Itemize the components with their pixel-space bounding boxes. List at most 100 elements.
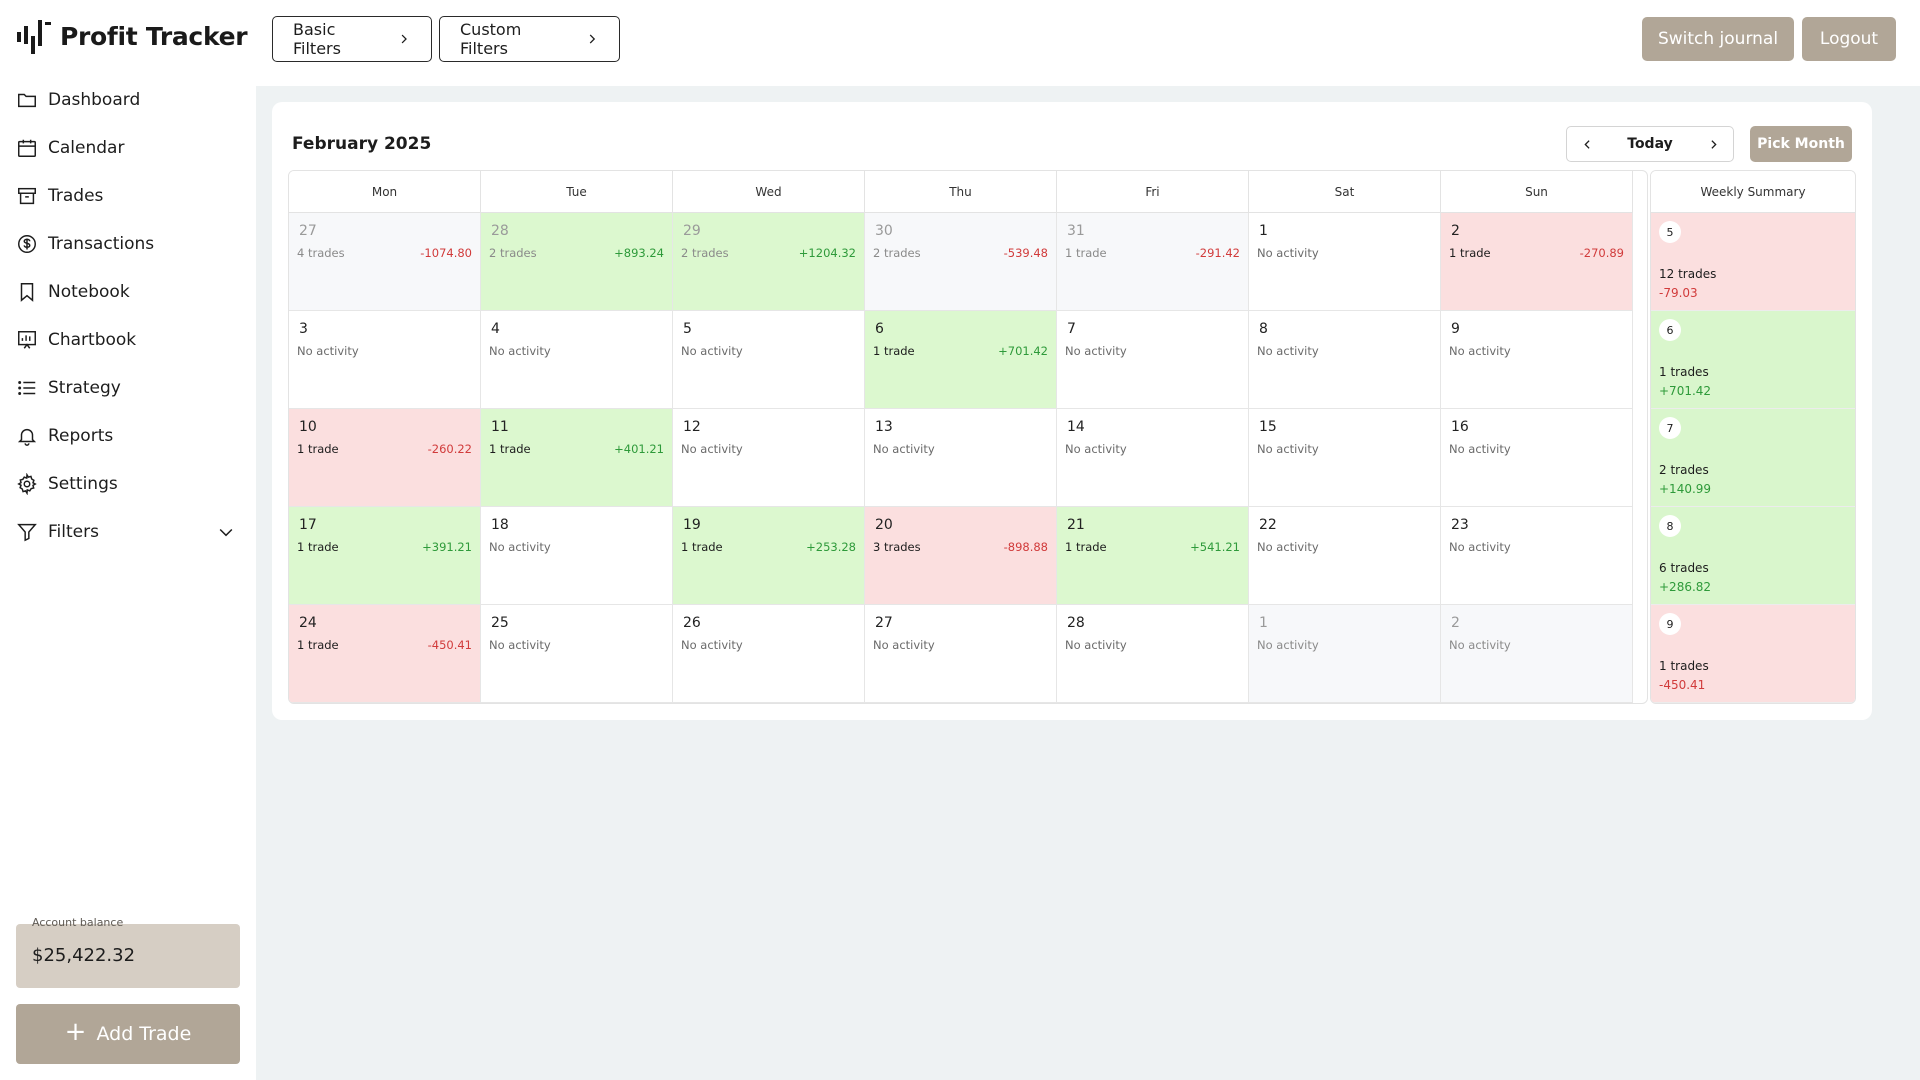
calendar-day-cell[interactable]: 2 1 trade -270.89 xyxy=(1441,213,1633,311)
day-number: 1 xyxy=(1259,615,1268,631)
calendar-day-cell[interactable]: 3 No activity xyxy=(289,311,481,409)
weekly-summary-row[interactable]: 9 1 trades -450.41 xyxy=(1651,605,1855,703)
day-number: 31 xyxy=(1067,223,1085,239)
calendar-day-cell[interactable]: 27 4 trades -1074.80 xyxy=(289,213,481,311)
day-pnl: +893.24 xyxy=(614,246,664,260)
calendar-day-cell[interactable]: 28 2 trades +893.24 xyxy=(481,213,673,311)
sidebar-item-label: Transactions xyxy=(48,234,155,254)
sidebar-item-label: Trades xyxy=(48,186,104,206)
calendar-day-cell[interactable]: 1 No activity xyxy=(1249,213,1441,311)
day-number: 16 xyxy=(1451,419,1469,435)
prev-month-button[interactable] xyxy=(1567,127,1607,161)
day-number: 28 xyxy=(1067,615,1085,631)
sidebar-item-settings[interactable]: Settings xyxy=(0,460,256,508)
calendar-day-cell[interactable]: 15 No activity xyxy=(1249,409,1441,507)
gear-icon xyxy=(17,473,37,495)
calendar-day-cell[interactable]: 29 2 trades +1204.32 xyxy=(673,213,865,311)
sidebar-item-label: Chartbook xyxy=(48,330,137,350)
day-number: 24 xyxy=(299,615,317,631)
day-trade-count: 1 trade xyxy=(297,442,339,456)
basic-filters-button[interactable]: Basic Filters xyxy=(272,16,432,62)
calendar-day-cell[interactable]: 4 No activity xyxy=(481,311,673,409)
today-button[interactable]: Today xyxy=(1627,136,1673,152)
sidebar-item-transactions[interactable]: Transactions xyxy=(0,220,256,268)
calendar-day-cell[interactable]: 8 No activity xyxy=(1249,311,1441,409)
calendar-day-cell[interactable]: 17 1 trade +391.21 xyxy=(289,507,481,605)
day-pnl: -450.41 xyxy=(427,638,472,652)
calendar-day-cell[interactable]: 21 1 trade +541.21 xyxy=(1057,507,1249,605)
app-logo[interactable]: Profit Tracker xyxy=(16,16,248,56)
chart-icon xyxy=(18,331,36,349)
day-number: 1 xyxy=(1259,223,1268,239)
sidebar-nav: Dashboard Calendar Trades Transactions N… xyxy=(0,76,256,556)
sidebar-item-notebook[interactable]: Notebook xyxy=(0,268,256,316)
calendar-day-cell[interactable]: 19 1 trade +253.28 xyxy=(673,507,865,605)
calendar-day-cell[interactable]: 26 No activity xyxy=(673,605,865,703)
calendar-day-cell[interactable]: 10 1 trade -260.22 xyxy=(289,409,481,507)
week-pnl: +286.82 xyxy=(1659,580,1712,594)
calendar-day-cell[interactable]: 25 No activity xyxy=(481,605,673,703)
calendar-day-cell[interactable]: 31 1 trade -291.42 xyxy=(1057,213,1249,311)
weekday-header: Sun xyxy=(1441,171,1633,213)
calendar-day-cell[interactable]: 30 2 trades -539.48 xyxy=(865,213,1057,311)
day-number: 30 xyxy=(875,223,893,239)
calendar-day-cell[interactable]: 7 No activity xyxy=(1057,311,1249,409)
sidebar-item-dashboard[interactable]: Dashboard xyxy=(0,76,256,124)
sidebar-item-reports[interactable]: Reports xyxy=(0,412,256,460)
week-trade-count: 2 trades xyxy=(1659,463,1709,477)
calendar-day-cell[interactable]: 27 No activity xyxy=(865,605,1057,703)
calendar-day-cell[interactable]: 11 1 trade +401.21 xyxy=(481,409,673,507)
chevron-right-icon xyxy=(402,34,408,44)
custom-filters-button[interactable]: Custom Filters xyxy=(439,16,620,62)
day-number: 27 xyxy=(875,615,893,631)
calendar-day-cell[interactable]: 16 No activity xyxy=(1441,409,1633,507)
calendar-day-cell[interactable]: 28 No activity xyxy=(1057,605,1249,703)
folder-icon xyxy=(18,93,36,108)
sidebar-item-chartbook[interactable]: Chartbook xyxy=(0,316,256,364)
calendar-day-cell[interactable]: 24 1 trade -450.41 xyxy=(289,605,481,703)
sidebar-item-strategy[interactable]: Strategy xyxy=(0,364,256,412)
add-trade-button[interactable]: + Add Trade xyxy=(16,1004,240,1064)
calendar-grid: Mon Tue Wed Thu Fri Sat Sun 27 4 trades -1074.80 2… xyxy=(288,170,1648,704)
calendar-day-cell[interactable]: 5 No activity xyxy=(673,311,865,409)
calendar-day-cell[interactable]: 14 No activity xyxy=(1057,409,1249,507)
calendar-day-cell[interactable]: 23 No activity xyxy=(1441,507,1633,605)
day-number: 29 xyxy=(683,223,701,239)
sidebar-item-label: Settings xyxy=(48,474,118,494)
basic-filters-label: Basic Filters xyxy=(293,20,341,58)
calendar-day-cell[interactable]: 9 No activity xyxy=(1441,311,1633,409)
day-trade-count: 4 trades xyxy=(297,246,345,260)
weekly-summary-row[interactable]: 5 12 trades -79.03 xyxy=(1651,213,1855,311)
pick-month-button[interactable]: Pick Month xyxy=(1750,126,1852,162)
sidebar-item-label: Reports xyxy=(48,426,114,446)
day-trade-count: No activity xyxy=(1449,442,1511,456)
weekly-summary-row[interactable]: 6 1 trades +701.42 xyxy=(1651,311,1855,409)
day-trade-count: No activity xyxy=(297,344,359,358)
day-pnl: -270.89 xyxy=(1579,246,1624,260)
account-balance-label: Account balance xyxy=(32,916,124,929)
calendar-day-cell[interactable]: 13 No activity xyxy=(865,409,1057,507)
calendar-day-cell[interactable]: 20 3 trades -898.88 xyxy=(865,507,1057,605)
day-trade-count: No activity xyxy=(1257,540,1319,554)
calendar-day-cell[interactable]: 18 No activity xyxy=(481,507,673,605)
calendar-day-cell[interactable]: 6 1 trade +701.42 xyxy=(865,311,1057,409)
weekly-summary-row[interactable]: 7 2 trades +140.99 xyxy=(1651,409,1855,507)
sidebar-item-calendar[interactable]: Calendar xyxy=(0,124,256,172)
day-number: 25 xyxy=(491,615,509,631)
weekday-header: Thu xyxy=(865,171,1057,213)
sidebar-item-trades[interactable]: Trades xyxy=(0,172,256,220)
calendar-day-cell[interactable]: 22 No activity xyxy=(1249,507,1441,605)
calendar-day-cell[interactable]: 2 No activity xyxy=(1441,605,1633,703)
dollar-icon xyxy=(18,235,36,253)
chevron-right-icon xyxy=(1710,139,1717,149)
calendar-day-cell[interactable]: 12 No activity xyxy=(673,409,865,507)
day-trade-count: 1 trade xyxy=(1065,540,1107,554)
logout-button[interactable]: Logout xyxy=(1802,17,1896,61)
bookmark-icon xyxy=(20,283,34,302)
calendar-day-cell[interactable]: 1 No activity xyxy=(1249,605,1441,703)
switch-journal-button[interactable]: Switch journal xyxy=(1642,17,1794,61)
sidebar-item-filters[interactable]: Filters xyxy=(0,508,256,556)
weekly-summary-row[interactable]: 8 6 trades +286.82 xyxy=(1651,507,1855,605)
chevron-down-icon[interactable] xyxy=(216,522,236,542)
next-month-button[interactable] xyxy=(1693,127,1733,161)
